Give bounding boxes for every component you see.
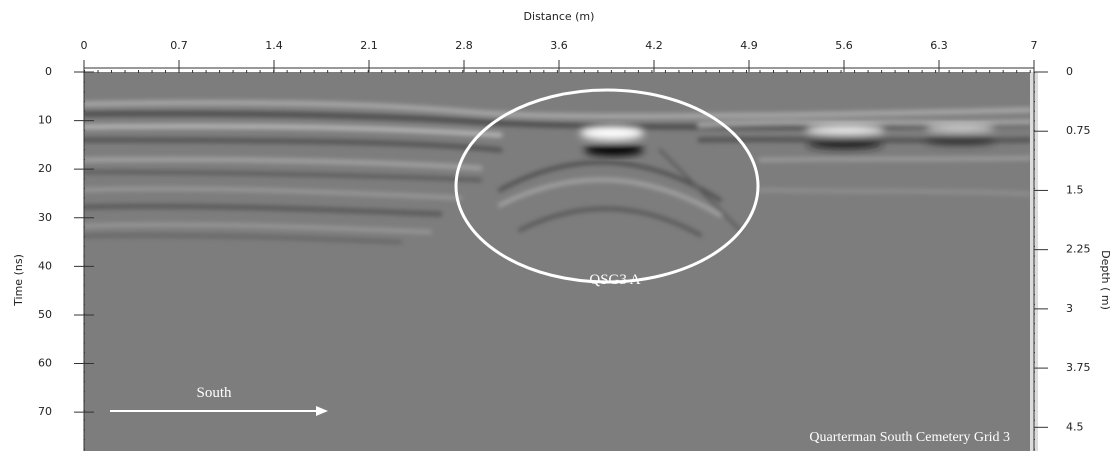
x-tick-label: 3.6 (550, 39, 568, 52)
x-tick-label: 2.1 (360, 39, 378, 52)
y-tick-label: 20 (38, 162, 52, 175)
y-minor-ticks (84, 72, 89, 451)
x-tick-label: 7 (1031, 39, 1038, 52)
y2-tick-label: 2.25 (1066, 243, 1091, 256)
x-axis-label: Distance (m) (524, 10, 595, 23)
annotation: Quarterman South Cemetery Grid 3 (809, 430, 1010, 445)
y-axis-label: Time (ns) (12, 254, 25, 307)
y2-axis-label: Depth ( m) (1099, 250, 1112, 310)
x-tick-label: 1.4 (265, 39, 283, 52)
radargram (84, 72, 1030, 451)
y-tick-label: 70 (38, 405, 52, 418)
y2-tick-label: 3.75 (1066, 361, 1091, 374)
y-tick-label: 10 (38, 114, 52, 127)
y2-tick-label: 3 (1066, 302, 1073, 315)
annotation: QSG3 A (589, 272, 640, 288)
annotation: South (196, 385, 232, 401)
x-tick-label: 4.9 (740, 39, 758, 52)
y-tick-label: 40 (38, 259, 52, 272)
y2-tick-label: 1.5 (1066, 183, 1084, 196)
highlight-ellipse (454, 88, 760, 284)
y-tick-label: 60 (38, 357, 52, 370)
y2-tick-label: 4.5 (1066, 420, 1084, 433)
y-tick-label: 30 (38, 211, 52, 224)
arrow-head (316, 406, 328, 416)
x-tick-label: 5.6 (835, 39, 853, 52)
x-tick-label: 4.2 (645, 39, 663, 52)
x-tick-label: 0 (81, 39, 88, 52)
x-tick-label: 0.7 (170, 39, 188, 52)
y2-tick-label: 0.75 (1066, 124, 1091, 137)
x-tick-label: 6.3 (930, 39, 948, 52)
y2-minor-ticks (1034, 72, 1039, 451)
y2-tick-label: 0 (1066, 65, 1073, 78)
y-tick-label: 50 (38, 308, 52, 321)
x-tick-label: 2.8 (455, 39, 473, 52)
y-tick-label: 0 (45, 65, 52, 78)
